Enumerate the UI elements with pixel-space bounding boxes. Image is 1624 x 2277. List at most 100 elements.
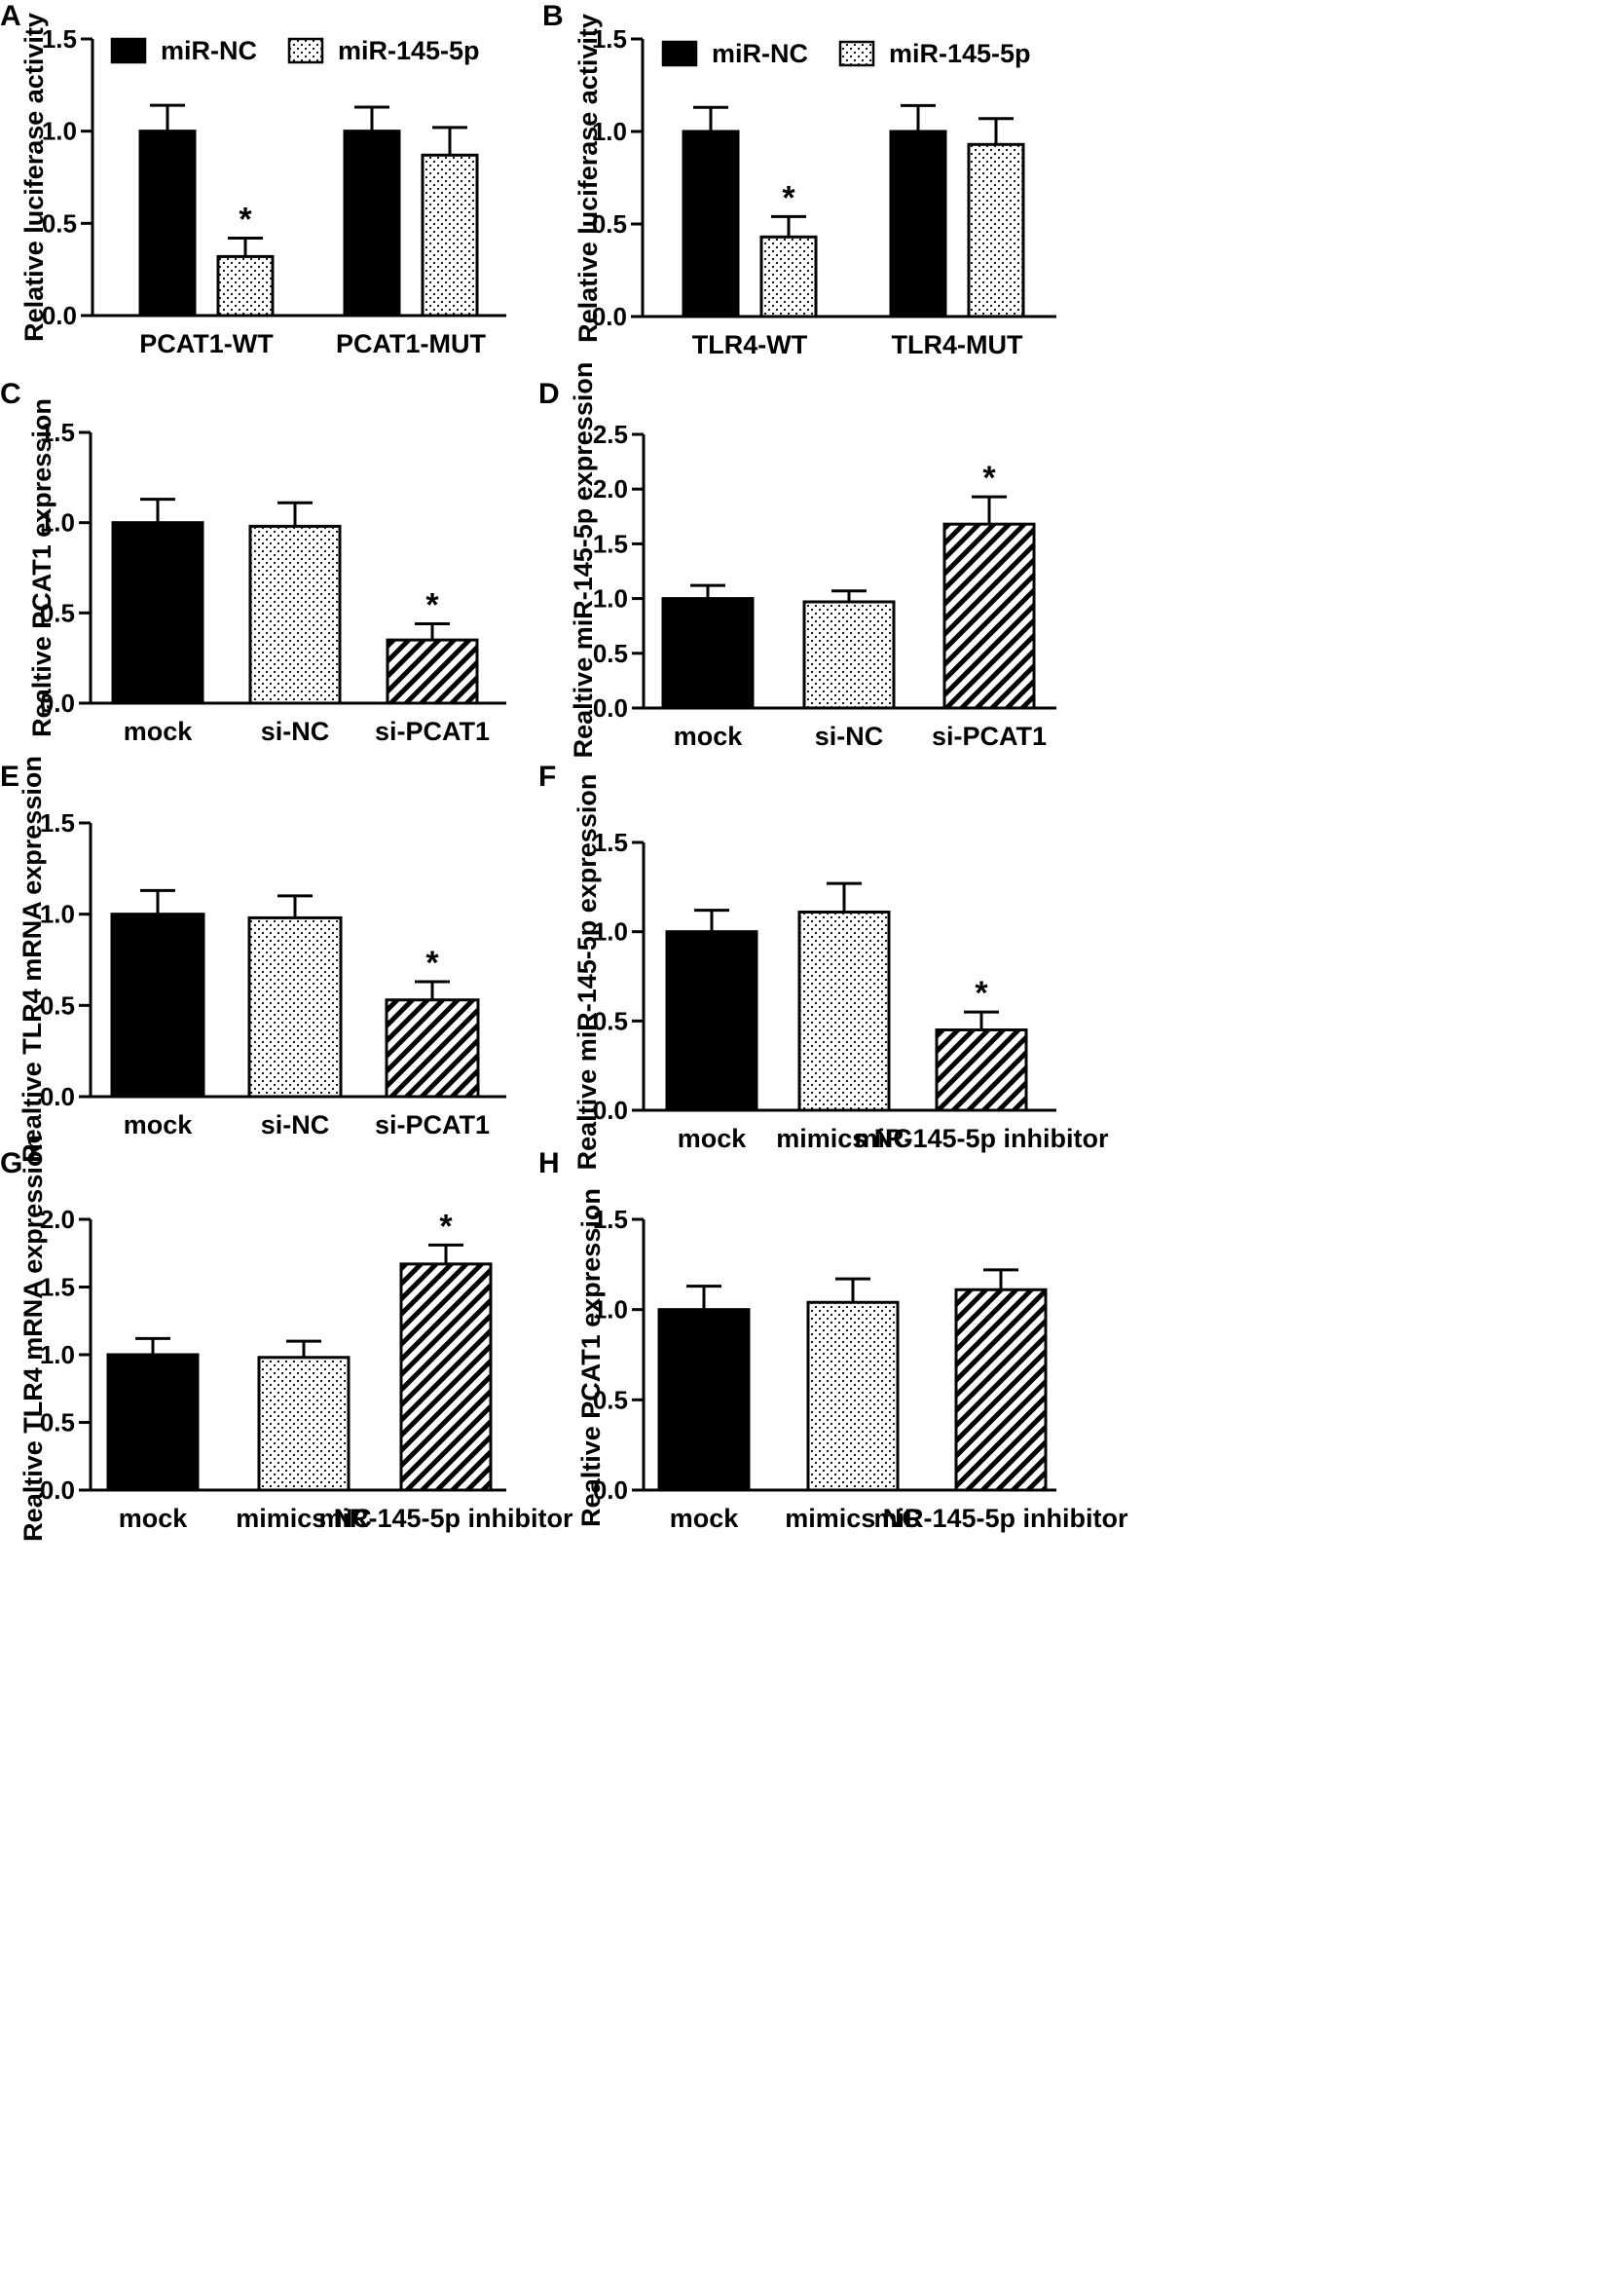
bar <box>657 1308 751 1492</box>
bar <box>935 1028 1028 1112</box>
y-tick-label: 0.0 <box>593 1096 628 1125</box>
y-tick-label: 0.0 <box>42 301 77 330</box>
y-tick-label: 0.5 <box>593 1006 628 1035</box>
bar <box>385 998 480 1099</box>
y-tick-label: 1.0 <box>42 117 77 146</box>
y-tick-label: 1.0 <box>40 508 75 538</box>
bar <box>247 915 343 1099</box>
panel-letter: B <box>542 0 564 32</box>
y-axis-label: Relative luciferase activity <box>573 14 603 343</box>
legend-swatch <box>287 37 324 64</box>
significance-marker: * <box>239 201 252 238</box>
y-axis-label: Realtive PCAT1 expression <box>576 1188 606 1527</box>
y-axis-label: Realtive PCAT1 expression <box>27 398 56 737</box>
panel-letter: E <box>0 761 19 793</box>
x-tick-label: mock <box>674 722 744 751</box>
y-tick-label: 0.0 <box>592 302 627 331</box>
y-tick-label: 0.0 <box>593 693 628 723</box>
bar <box>421 153 479 317</box>
x-tick-label: mimics NC <box>776 1124 912 1153</box>
y-tick-label: 2.5 <box>593 420 628 449</box>
y-tick-label: 1.0 <box>593 1295 628 1325</box>
x-tick-label: mock <box>119 1504 189 1533</box>
legend-label: miR-145-5p <box>338 36 480 65</box>
y-tick-label: 1.5 <box>40 418 75 447</box>
y-tick-label: 1.0 <box>592 117 627 146</box>
y-axis-label: Relative luciferase activity <box>19 13 49 342</box>
bar <box>106 1353 200 1492</box>
y-tick-label: 2.0 <box>593 474 628 504</box>
bar <box>138 130 197 317</box>
x-tick-label: mock <box>678 1124 748 1153</box>
significance-marker: * <box>439 1208 453 1245</box>
y-tick-label: 1.5 <box>42 24 77 54</box>
bar <box>111 521 204 705</box>
bar <box>889 130 947 318</box>
y-axis-label: Realtive TLR4 mRNA expression <box>18 756 47 1163</box>
y-axis-label: Realtive miR-145-5p expression <box>572 774 602 1171</box>
y-tick-label: 0.5 <box>40 598 75 627</box>
y-tick-label: 1.5 <box>40 808 75 838</box>
y-tick-label: 0.0 <box>40 689 75 718</box>
panel-letter: G <box>0 1147 22 1179</box>
bar <box>661 597 755 710</box>
bar <box>967 142 1025 318</box>
x-tick-label: si-NC <box>261 1110 330 1139</box>
y-axis-label: Realtive miR-145-5p expression <box>569 362 598 759</box>
y-tick-label: 0.0 <box>40 1475 75 1505</box>
bar <box>942 522 1036 710</box>
bar <box>386 638 479 705</box>
legend-label: miR-NC <box>161 36 257 65</box>
x-tick-label: PCAT1-WT <box>139 329 274 358</box>
x-tick-label: mimics NC <box>236 1504 372 1533</box>
x-tick-label: PCAT1-MUT <box>336 329 486 358</box>
x-tick-label: miR-145-5p inhibitor <box>318 1504 573 1533</box>
bar <box>806 1300 900 1492</box>
y-tick-label: 1.5 <box>593 828 628 857</box>
x-tick-label: miR-145-5p inhibitor <box>873 1504 1128 1533</box>
legend-label: miR-145-5p <box>889 39 1031 68</box>
y-tick-label: 0.0 <box>593 1475 628 1505</box>
y-tick-label: 1.5 <box>592 24 627 54</box>
x-tick-label: miR-145-5p inhibitor <box>854 1124 1109 1153</box>
y-tick-label: 1.0 <box>593 584 628 614</box>
bar <box>248 524 342 705</box>
significance-marker: * <box>982 460 996 497</box>
significance-marker: * <box>782 179 795 216</box>
y-tick-label: 1.5 <box>593 529 628 558</box>
legend-swatch <box>110 37 147 64</box>
bar <box>954 1288 1048 1492</box>
x-tick-label: TLR4-MUT <box>892 330 1023 359</box>
bar <box>797 911 891 1112</box>
y-tick-label: 0.5 <box>40 990 75 1020</box>
significance-marker: * <box>425 586 439 623</box>
x-tick-label: mock <box>124 1110 194 1139</box>
x-tick-label: si-NC <box>261 717 330 746</box>
y-tick-label: 0.5 <box>42 208 77 238</box>
x-tick-label: si-NC <box>815 722 884 751</box>
panel-letter: C <box>0 378 21 410</box>
bar <box>257 1356 351 1492</box>
x-tick-label: mock <box>670 1504 740 1533</box>
bar <box>216 254 275 317</box>
y-axis-label: Realtive TLR4 mRNA expression <box>18 1135 48 1542</box>
x-tick-label: si-PCAT1 <box>932 722 1047 751</box>
x-tick-label: mimics NC <box>785 1504 921 1533</box>
x-tick-label: mock <box>124 717 194 746</box>
legend-swatch <box>838 40 875 67</box>
y-tick-label: 1.0 <box>593 917 628 947</box>
legend-label: miR-NC <box>712 39 808 68</box>
y-tick-label: 2.0 <box>40 1205 75 1234</box>
bar <box>665 930 758 1112</box>
x-tick-label: si-PCAT1 <box>375 717 490 746</box>
y-tick-label: 1.0 <box>40 900 75 929</box>
bar <box>802 600 896 710</box>
y-tick-label: 0.5 <box>40 1408 75 1437</box>
